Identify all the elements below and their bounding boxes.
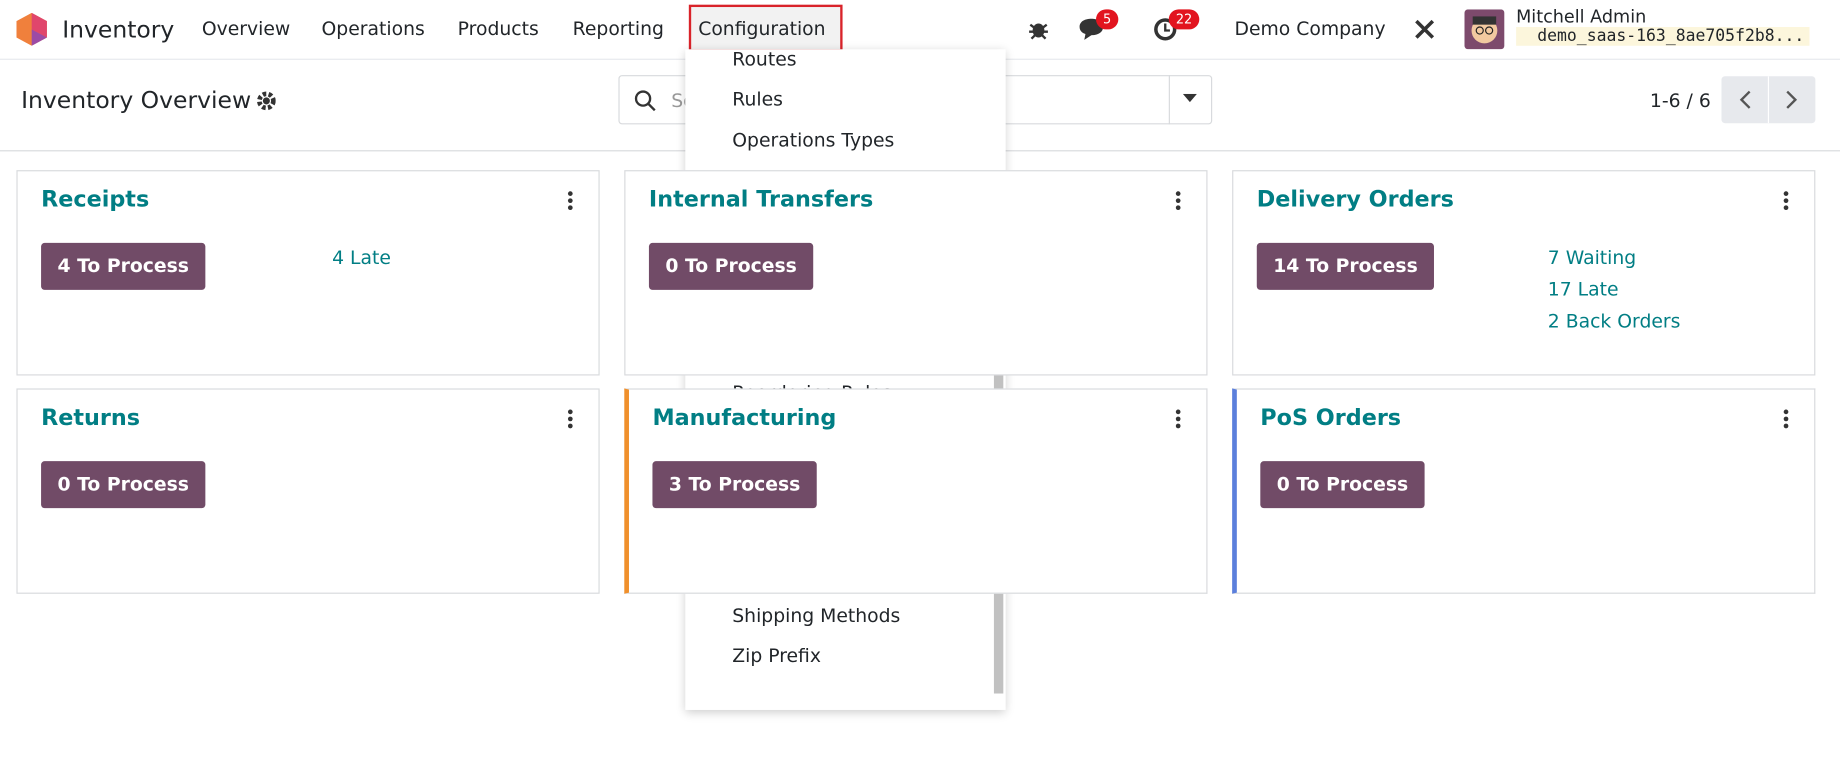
menu-item[interactable]: Configuration <box>698 17 826 40</box>
dropdown-item[interactable]: Rules <box>732 88 783 111</box>
pager: 1-6 / 6 <box>1649 89 1711 112</box>
dropdown-list: LocationsRoutesRulesOperations TypesStor… <box>685 49 1005 710</box>
card-menu[interactable] <box>567 191 573 212</box>
card-title[interactable]: Manufacturing <box>652 404 837 431</box>
card-stat[interactable]: 17 Late <box>1547 278 1619 301</box>
card-title[interactable]: PoS Orders <box>1260 404 1402 431</box>
divider <box>1168 75 1170 125</box>
activities-icon[interactable] <box>1152 16 1178 42</box>
dropdown-item[interactable]: Shipping Methods <box>732 603 901 627</box>
search-toggle[interactable] <box>1182 93 1197 103</box>
card-stat[interactable]: 7 Waiting <box>1547 246 1637 269</box>
database-name: demo_saas-163_8ae705f2b8... <box>1516 26 1809 46</box>
card-menu[interactable] <box>567 409 573 431</box>
process-button[interactable]: 3 To Process <box>652 461 817 509</box>
gear-icon[interactable] <box>256 91 276 111</box>
card-title[interactable]: Returns <box>41 404 141 431</box>
app-name[interactable]: Inventory <box>62 15 175 44</box>
card: Returns 0 To Process <box>16 388 600 594</box>
process-button[interactable]: 0 To Process <box>648 242 814 290</box>
card-title[interactable]: Receipts <box>41 186 150 213</box>
menu-item[interactable]: Overview <box>201 17 291 40</box>
card: Manufacturing 3 To Process <box>624 388 1208 594</box>
process-button[interactable]: 14 To Process <box>1256 242 1435 290</box>
process-button[interactable]: 0 To Process <box>1260 461 1425 509</box>
dropdown-item[interactable]: Zip Prefix <box>732 644 822 667</box>
avatar[interactable] <box>1464 9 1505 50</box>
card-stat[interactable]: 4 Late <box>332 246 391 269</box>
card-menu[interactable] <box>1783 191 1789 212</box>
card-title[interactable]: Internal Transfers <box>648 186 874 213</box>
card-menu[interactable] <box>1175 409 1181 431</box>
user-name[interactable]: Mitchell Admin <box>1516 5 1647 27</box>
card-stat[interactable]: 2 Back Orders <box>1547 309 1681 333</box>
card: Internal Transfers 0 To Process <box>624 170 1208 376</box>
settings-icon[interactable] <box>1413 18 1436 41</box>
company-switch[interactable]: Demo Company <box>1234 17 1386 40</box>
menu-item[interactable]: Operations <box>321 17 425 40</box>
card: PoS Orders 0 To Process <box>1232 388 1816 594</box>
app-logo <box>16 12 47 46</box>
card-title[interactable]: Delivery Orders <box>1256 186 1454 213</box>
dropdown-item[interactable]: Operations Types <box>732 128 895 151</box>
pager-buttons[interactable] <box>1721 76 1816 124</box>
search-icon <box>634 90 656 112</box>
menu-item[interactable]: Reporting <box>572 17 664 40</box>
card-menu[interactable] <box>1783 409 1789 431</box>
process-button[interactable]: 0 To Process <box>41 461 206 509</box>
dropdown-item[interactable]: Routes <box>732 49 797 70</box>
card: Receipts 4 To Process 4 Late <box>16 170 600 376</box>
card-menu[interactable] <box>1175 191 1181 212</box>
page-title: Inventory Overview <box>21 85 252 114</box>
debug-icon[interactable] <box>1028 19 1049 40</box>
process-button[interactable]: 4 To Process <box>41 242 206 290</box>
activities-badge: 22 <box>1168 9 1200 30</box>
card: Delivery Orders 14 To Process 7 Waiting 17 … <box>1232 170 1816 376</box>
messages-badge: 5 <box>1096 9 1119 30</box>
dropdown: LocationsRoutesRulesOperations TypesStor… <box>685 49 1006 710</box>
menu-item[interactable]: Products <box>457 17 539 40</box>
